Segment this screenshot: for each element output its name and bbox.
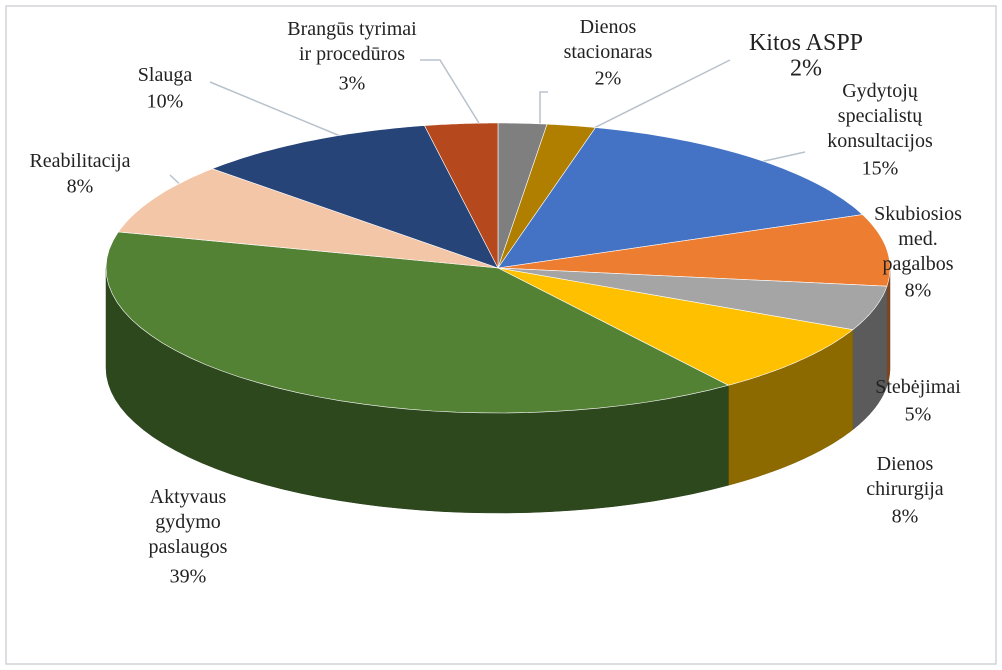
category-label: Slauga <box>138 64 193 86</box>
leader-lines <box>169 59 806 193</box>
pie-top <box>105 122 891 414</box>
value-label: 2% <box>790 56 822 82</box>
category-label: Dienos chirurgija <box>866 453 944 500</box>
category-label: Brangūs tyrimai ir procedūros <box>287 18 417 65</box>
value-label: 3% <box>339 73 366 95</box>
slice <box>105 231 730 414</box>
value-label: 39% <box>170 566 207 588</box>
value-label: 8% <box>67 176 94 198</box>
value-label: 2% <box>595 68 622 90</box>
slice <box>497 267 888 331</box>
slice <box>211 125 499 269</box>
category-label: Stebėjimai <box>875 376 961 398</box>
pie-sides <box>105 267 891 514</box>
category-label: Skubiosios med. pagalbos <box>874 203 962 275</box>
category-label: Kitos ASPP <box>749 30 863 56</box>
value-label: 8% <box>905 280 932 302</box>
slice <box>497 123 597 269</box>
slice <box>424 122 499 269</box>
value-label: 8% <box>892 506 919 528</box>
value-label: 5% <box>905 404 932 426</box>
value-label: 15% <box>862 158 899 180</box>
category-label: Reabilitacija <box>29 150 130 172</box>
category-label: Dienos stacionaras <box>564 16 653 63</box>
slice <box>117 168 499 269</box>
slice <box>497 267 854 386</box>
value-label: 10% <box>147 91 184 113</box>
category-label: Gydytojų specialistų konsultacijos <box>827 80 933 152</box>
slice <box>497 127 864 269</box>
category-label: Aktyvaus gydymo paslaugos <box>149 486 228 558</box>
slice <box>497 214 891 287</box>
